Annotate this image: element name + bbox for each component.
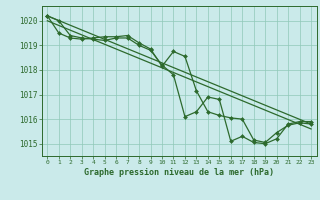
X-axis label: Graphe pression niveau de la mer (hPa): Graphe pression niveau de la mer (hPa) xyxy=(84,168,274,177)
